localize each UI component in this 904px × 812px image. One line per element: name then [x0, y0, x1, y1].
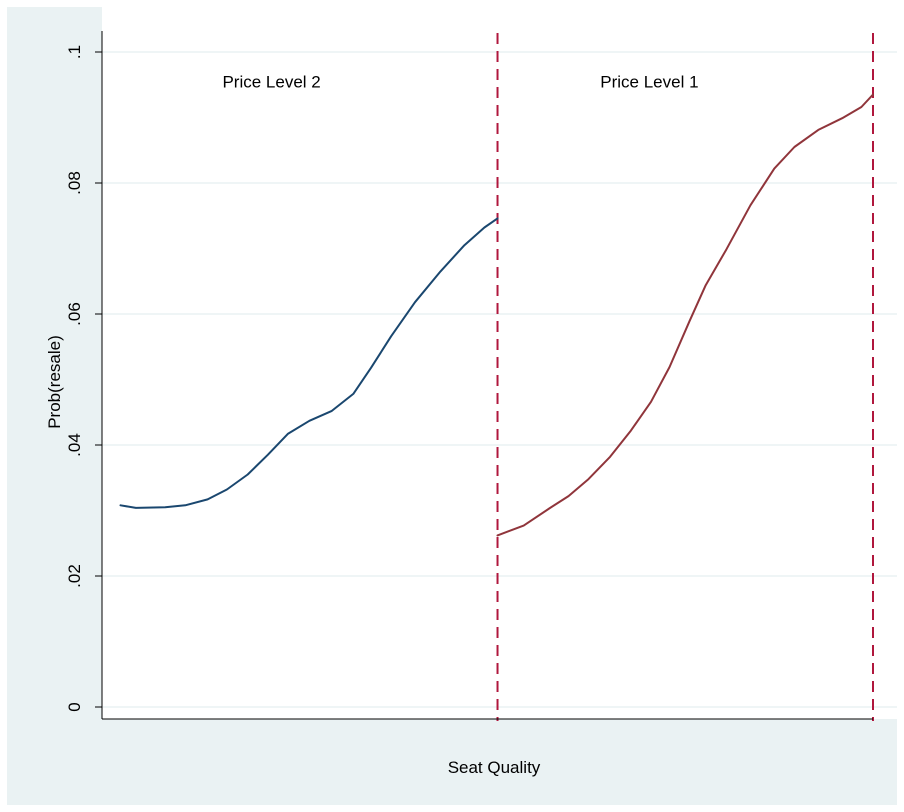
segment-label-1: Price Level 1	[600, 72, 698, 91]
y-tick-label-5: .1	[65, 45, 84, 59]
y-axis-ticks: 0 .02 .04 .06 .08 .1	[65, 45, 102, 712]
series-line-1	[496, 93, 874, 537]
line-chart: 0.02.04.06.08.1 Price Level 2 Price Level…	[45, 7, 897, 777]
segment-label-0: Price Level 2	[222, 72, 320, 91]
price-level-boundaries	[496, 33, 874, 721]
gridlines	[102, 51, 897, 708]
y-tick-label-1: .02	[65, 564, 84, 588]
y-tick-label-0: 0	[65, 702, 84, 711]
y-tick-label-3: .06	[65, 302, 84, 326]
y-tick-label-2: .04	[65, 433, 84, 457]
chart-figure: 0.02.04.06.08.1 Price Level 2 Price Level…	[7, 7, 897, 805]
x-axis-label: Seat Quality	[448, 758, 541, 777]
series-line-0	[119, 217, 499, 509]
y-tick-label-4: .08	[65, 171, 84, 195]
segment-labels: Price Level 2 Price Level 1	[222, 72, 698, 91]
axes	[101, 31, 873, 720]
y-axis-label: Prob(resale)	[45, 335, 64, 429]
series-lines	[119, 93, 874, 537]
plot-area	[102, 7, 897, 719]
